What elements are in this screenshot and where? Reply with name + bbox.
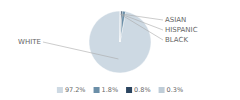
legend: 97.2% 1.8% 0.8% 0.3% (57, 86, 183, 94)
slice-label: HISPANIC (165, 26, 198, 34)
legend-label: 97.2% (65, 86, 86, 94)
leader-line (120, 14, 163, 40)
legend-label: 0.8% (134, 86, 151, 94)
legend-swatch (57, 87, 63, 93)
pie-slice (120, 11, 122, 42)
legend-swatch (159, 87, 165, 93)
chart: WHITE ASIAN HISPANIC BLACK 97.2% 1.8% 0.8% 0.3% (0, 0, 240, 100)
legend-swatch (126, 87, 132, 93)
slice-label: WHITE (18, 38, 41, 46)
pie-slice (120, 11, 122, 42)
legend-swatch (94, 87, 100, 93)
slices (89, 11, 151, 73)
slice-labels: WHITE ASIAN HISPANIC BLACK (18, 14, 198, 59)
slice-label: BLACK (165, 36, 188, 44)
legend-label: 0.3% (167, 86, 184, 94)
leader-line (43, 42, 118, 59)
slice-label: ASIAN (165, 16, 186, 24)
legend-label: 1.8% (102, 86, 119, 94)
pie-slice (89, 11, 151, 73)
